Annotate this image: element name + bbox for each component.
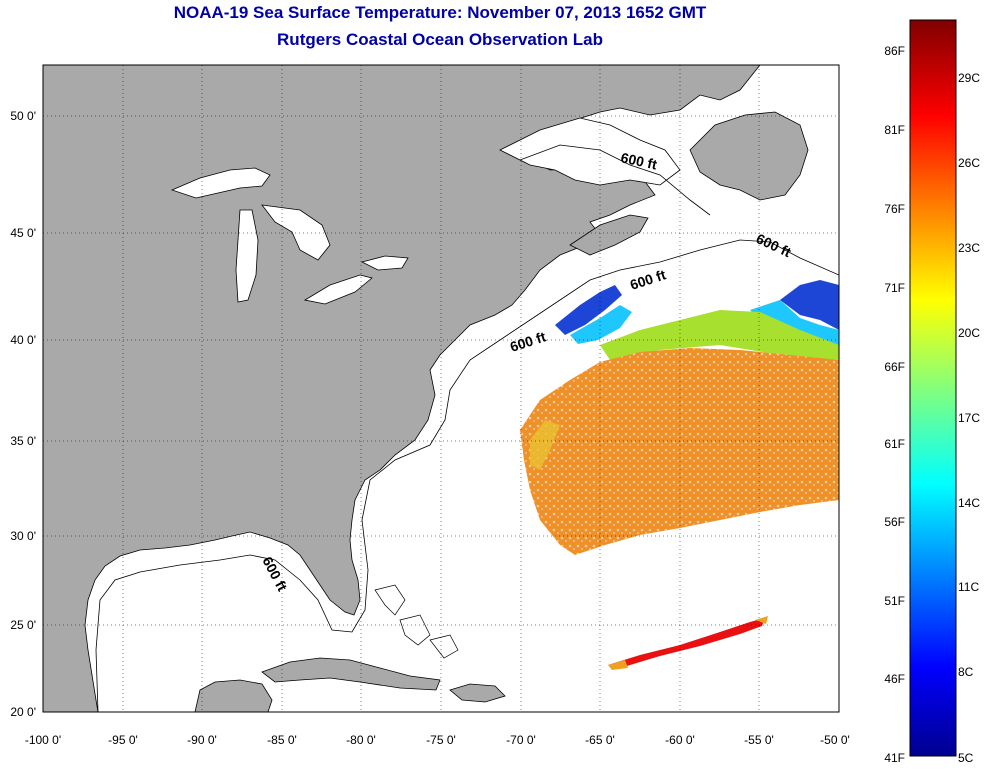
colorbar-f-label: 56F	[884, 515, 905, 529]
lat-label: 20 0'	[10, 705, 36, 719]
colorbar-f-label: 66F	[884, 360, 905, 374]
lake-superior	[170, 167, 271, 199]
lat-label: 45 0'	[10, 226, 36, 240]
colorbar-f-label: 51F	[884, 594, 905, 608]
colorbar-f-label: 61F	[884, 437, 905, 451]
lake-ontario	[360, 255, 409, 271]
map-subtitle: Rutgers Coastal Ocean Observation Lab	[277, 30, 603, 49]
colorbar-c-label: 26C	[958, 156, 980, 170]
lon-label: -85 0'	[267, 733, 297, 747]
map-frame	[42, 64, 840, 713]
lon-label: -100 0'	[25, 733, 61, 747]
lake-huron	[261, 204, 331, 261]
lon-label: -70 0'	[506, 733, 536, 747]
sst-warm-texture	[520, 348, 839, 555]
hispaniola-land	[449, 683, 506, 703]
colorbar-f-label: 86F	[884, 44, 905, 58]
map-title: NOAA-19 Sea Surface Temperature: Novembe…	[173, 3, 707, 22]
newfoundland-land	[689, 111, 809, 201]
colorbar-f-label: 76F	[884, 202, 905, 216]
lon-label: -65 0'	[585, 733, 615, 747]
lake-michigan	[235, 209, 259, 303]
sst-northeast-cold	[780, 280, 839, 330]
contour-label: 600 ft	[619, 149, 658, 172]
colorbar-c-label: 14C	[958, 496, 980, 510]
st-lawrence-gulf	[499, 117, 681, 186]
lon-label: -75 0'	[426, 733, 456, 747]
lon-label: -50 0'	[820, 733, 850, 747]
bahamas-banks	[374, 584, 459, 659]
colorbar-f-label: 71F	[884, 281, 905, 295]
lon-label: -60 0'	[665, 733, 695, 747]
colorbar-c-label: 8C	[958, 665, 974, 679]
isobath-600ft	[95, 239, 839, 712]
colorbar	[909, 19, 957, 757]
sst-hot-strip-edge	[608, 616, 768, 670]
lon-label: -55 0'	[744, 733, 774, 747]
colorbar-f-label: 41F	[884, 751, 905, 765]
lat-label: 35 0'	[10, 434, 36, 448]
sst-hot-strip	[608, 618, 765, 668]
sst-mild-band	[600, 310, 839, 360]
isobath-600ft-gulf	[519, 144, 711, 216]
longitude-labels: -100 0' -95 0' -90 0' -85 0' -80 0' -75 …	[25, 733, 850, 747]
colorbar-f-label: 81F	[884, 123, 905, 137]
cuba-land	[261, 657, 441, 691]
lon-label: -90 0'	[187, 733, 217, 747]
colorbar-c-label: 29C	[958, 71, 980, 85]
sst-northeast-cool	[750, 300, 839, 345]
colorbar-c-label: 11C	[958, 580, 979, 594]
nova-scotia-land	[569, 214, 649, 256]
lon-label: -80 0'	[346, 733, 376, 747]
colorbar-celsius-labels: 29C 26C 23C 20C 17C 14C 11C 8C 5C	[958, 71, 980, 765]
grid-lines	[43, 65, 839, 712]
yucatan-land	[194, 679, 273, 712]
lat-label: 40 0'	[10, 333, 36, 347]
latitude-labels: 50 0' 45 0' 40 0' 35 0' 30 0' 25 0' 20 0…	[10, 109, 36, 719]
lake-erie	[303, 274, 373, 305]
lon-label: -95 0'	[108, 733, 138, 747]
colorbar-c-label: 17C	[958, 411, 980, 425]
colorbar-c-label: 23C	[958, 241, 980, 255]
colorbar-c-label: 20C	[958, 326, 980, 340]
colorbar-f-label: 46F	[884, 672, 905, 686]
colorbar-c-label: 5C	[958, 751, 974, 765]
lat-label: 25 0'	[10, 618, 36, 632]
sst-warm-edge	[530, 420, 560, 470]
sst-cold-band	[555, 285, 622, 335]
lat-label: 50 0'	[10, 109, 36, 123]
lat-label: 30 0'	[10, 529, 36, 543]
sst-cool-band	[570, 305, 632, 344]
colorbar-fahrenheit-labels: 86F 81F 76F 71F 66F 61F 56F 51F 46F 41F	[884, 44, 905, 765]
